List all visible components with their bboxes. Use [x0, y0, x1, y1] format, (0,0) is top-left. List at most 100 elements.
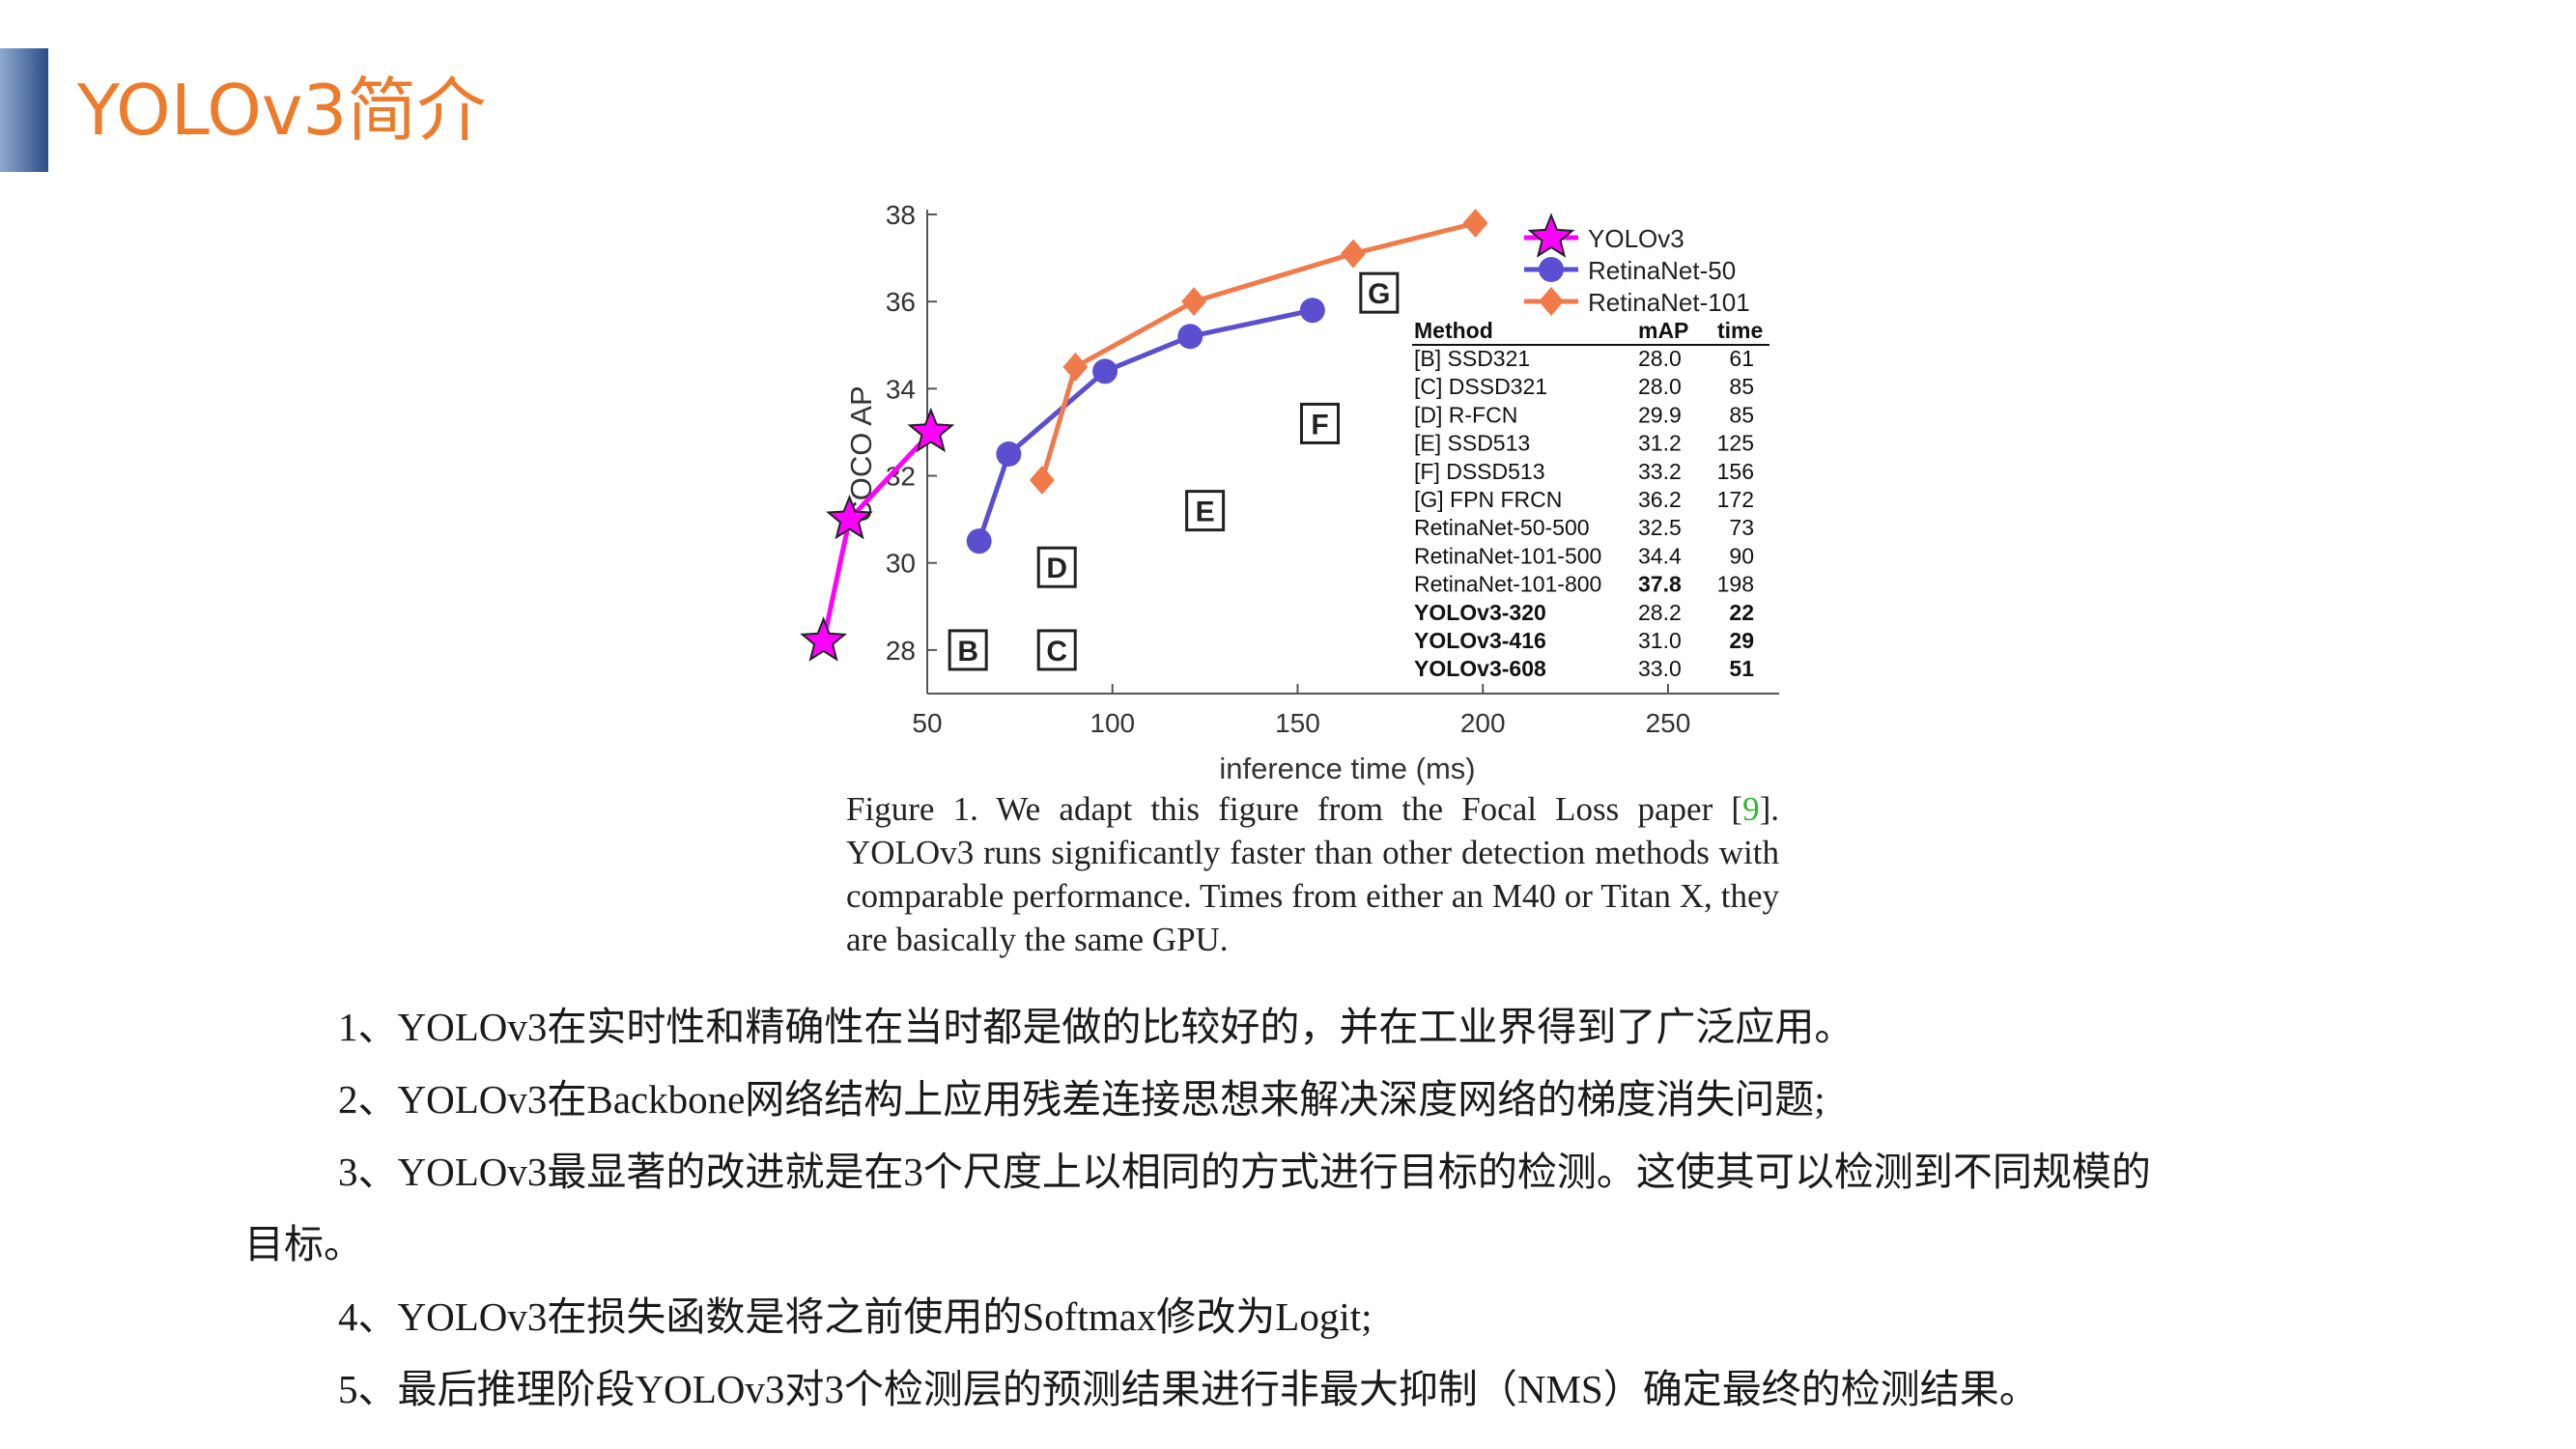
table-cell-time: 125 [1717, 431, 1754, 456]
chart-legend: YOLOv3 RetinaNet-50 RetinaNet-101 [1524, 213, 1750, 317]
table-cell-map: 37.8 [1638, 572, 1682, 597]
table-header-map: mAP [1638, 318, 1688, 343]
point-5: 5、最后推理阶段YOLOv3对3个检测层的预测结果进行非最大抑制（NMS）确定最… [338, 1367, 2039, 1411]
table-cell-map: 31.0 [1638, 628, 1682, 653]
figure-caption: Figure 1. We adapt this figure from the … [846, 787, 1779, 961]
table-cell-method: YOLOv3-320 [1414, 600, 1546, 625]
table-cell-method: RetinaNet-50-500 [1414, 515, 1590, 540]
table-cell-method: [B] SSD321 [1414, 346, 1530, 371]
method-box-frame [1036, 629, 1077, 671]
table-row: [C] DSSD321 28.0 85 [1414, 374, 1754, 399]
y-tick-label: 28 [886, 636, 916, 666]
caption-suffix: ]. YOLOv3 runs significantly faster than… [846, 790, 1779, 958]
series-point [1062, 352, 1089, 382]
y-tick-label: 34 [886, 374, 916, 404]
caption-ref-link[interactable]: 9 [1742, 790, 1760, 828]
table-cell-time: 90 [1729, 543, 1754, 568]
series-retinanet-101 [1029, 209, 1488, 496]
table-cell-time: 73 [1729, 515, 1754, 540]
point-4: 4、YOLOv3在损失函数是将之前使用的Softmax修改为Logit; [338, 1294, 1373, 1339]
chart-series [800, 209, 1488, 662]
y-tick-label: 36 [886, 287, 916, 317]
series-point [1462, 209, 1488, 239]
point-1: 1、YOLOv3在实时性和精确性在当时都是做的比较好的，并在工业界得到了广泛应用… [338, 1005, 1854, 1049]
method-box-label: F [1311, 409, 1328, 440]
table-cell-time: 85 [1729, 402, 1754, 427]
y-tick-label: 30 [886, 549, 916, 579]
method-box-label: G [1368, 278, 1390, 310]
legend-label: RetinaNet-101 [1588, 288, 1750, 317]
table-cell-time: 61 [1729, 346, 1754, 371]
table-row: RetinaNet-50-500 32.5 73 [1414, 515, 1754, 540]
legend-entry-yolov3: YOLOv3 [1524, 213, 1684, 258]
title-accent-bar [0, 48, 48, 172]
table-row: [G] FPN FRCN 36.2 172 [1414, 487, 1754, 512]
slide-title: YOLOv3简介 [77, 70, 487, 151]
table-cell-time: 51 [1729, 656, 1754, 681]
legend-label: YOLOv3 [1588, 224, 1684, 253]
series-point [996, 441, 1022, 467]
method-box-frame [1359, 271, 1400, 314]
method-boxes: B C D E F G [948, 271, 1400, 671]
method-box-f: F [1299, 402, 1340, 444]
table-row: RetinaNet-101-800 37.8 198 [1414, 572, 1754, 597]
table-cell-method: RetinaNet-101-500 [1414, 543, 1601, 568]
table-row: YOLOv3-608 33.0 51 [1414, 656, 1754, 681]
method-box-b: B [948, 629, 988, 671]
table-cell-time: 172 [1717, 487, 1754, 512]
caption-prefix: Figure 1. We adapt this figure from the … [846, 790, 1743, 828]
series-point [1299, 298, 1325, 324]
table-cell-time: 22 [1729, 600, 1754, 625]
table-cell-map: 28.0 [1638, 374, 1682, 399]
x-tick-label: 50 [912, 708, 942, 738]
series-point [1341, 239, 1366, 269]
table-cell-map: 28.0 [1638, 346, 1682, 371]
table-cell-map: 32.5 [1638, 515, 1682, 540]
x-tick-label: 100 [1090, 708, 1135, 738]
series-point [966, 528, 992, 554]
table-cell-map: 31.2 [1638, 431, 1682, 456]
results-table: Method mAP time [B] SSD321 28.0 61 [C] DSSD321… [1412, 318, 1769, 681]
series-point [800, 616, 848, 662]
table-cell-time: 29 [1729, 628, 1754, 653]
point-3-continued: 目标。 [244, 1222, 363, 1266]
table-cell-map: 34.4 [1638, 543, 1682, 568]
legend-marker [1527, 213, 1575, 258]
method-box-frame [1185, 490, 1226, 532]
table-row: [E] SSD513 31.2 125 [1414, 431, 1754, 456]
method-box-frame [1036, 546, 1077, 588]
table-row: YOLOv3-320 28.2 22 [1414, 600, 1754, 625]
table-row: [B] SSD321 28.0 61 [1414, 346, 1754, 371]
table-cell-map: 36.2 [1638, 487, 1682, 512]
table-cell-method: [F] DSSD513 [1414, 459, 1545, 484]
series-line [977, 307, 1314, 542]
table-header-time: time [1717, 318, 1763, 343]
method-box-frame [948, 629, 988, 671]
table-row: [D] R-FCN 29.9 85 [1414, 402, 1754, 427]
method-box-e: E [1185, 490, 1226, 532]
legend-entry-retinanet-101: RetinaNet-101 [1524, 287, 1750, 317]
point-2: 2、YOLOv3在Backbone网络结构上应用残差连接思想来解决深度网络的梯度… [338, 1077, 1826, 1122]
table-cell-map: 33.2 [1638, 459, 1682, 484]
table-cell-method: YOLOv3-608 [1414, 656, 1546, 681]
series-point [1092, 358, 1118, 384]
series-line [1039, 220, 1477, 481]
series-point [826, 494, 873, 540]
method-box-d: D [1036, 546, 1077, 588]
table-cell-map: 33.0 [1638, 656, 1682, 681]
x-tick-label: 250 [1646, 708, 1691, 738]
table-cell-method: [D] R-FCN [1414, 402, 1517, 427]
series-point [1177, 324, 1203, 350]
method-box-label: E [1196, 497, 1215, 528]
table-row: YOLOv3-416 31.0 29 [1414, 628, 1754, 653]
method-box-c: C [1036, 629, 1077, 671]
table-cell-map: 28.2 [1638, 600, 1682, 625]
x-axis-label: inference time (ms) [1219, 752, 1475, 785]
legend-marker [1539, 257, 1564, 282]
table-row: [F] DSSD513 33.2 156 [1414, 459, 1754, 484]
legend-label: RetinaNet-50 [1588, 256, 1736, 285]
table-cell-time: 156 [1717, 459, 1754, 484]
y-tick-label: 38 [886, 200, 916, 230]
